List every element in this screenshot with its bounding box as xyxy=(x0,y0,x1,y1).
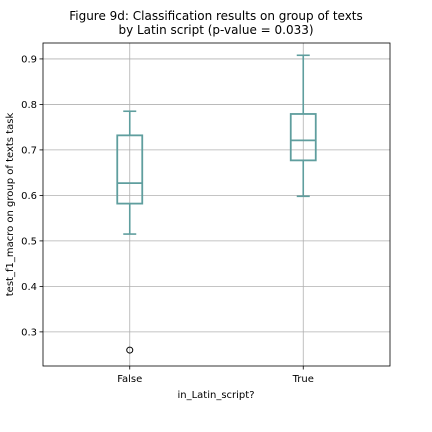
y-tick-label: 0.3 xyxy=(21,327,37,338)
interquartile-box xyxy=(289,113,317,162)
y-tick-label: 0.7 xyxy=(21,145,37,156)
box-group xyxy=(116,54,317,354)
grid-lines xyxy=(43,43,390,366)
y-tick-label: 0.9 xyxy=(21,54,37,65)
y-tick-label: 0.8 xyxy=(21,100,37,111)
plot-area-frame xyxy=(42,42,391,367)
y-axis-ticks: 0.3 0.4 0.5 0.6 0.7 0.8 0.9 xyxy=(21,54,43,338)
x-axis-label: in_Latin_script? xyxy=(177,390,254,401)
x-tick-label: True xyxy=(292,374,314,385)
chart-title-line-1: Figure 9d: Classification results on gro… xyxy=(69,9,363,23)
x-axis-ticks: False True xyxy=(117,366,314,385)
y-tick-label: 0.6 xyxy=(21,191,37,202)
x-tick-label: False xyxy=(117,374,142,385)
y-tick-label: 0.5 xyxy=(21,236,37,247)
chart-title-line-2: by Latin script (p-value = 0.033) xyxy=(118,23,313,37)
outlier-point xyxy=(126,346,134,354)
y-tick-label: 0.4 xyxy=(21,282,37,293)
interquartile-box xyxy=(116,134,144,205)
y-axis-label: test_f1_macro on group of texts task xyxy=(5,113,16,297)
